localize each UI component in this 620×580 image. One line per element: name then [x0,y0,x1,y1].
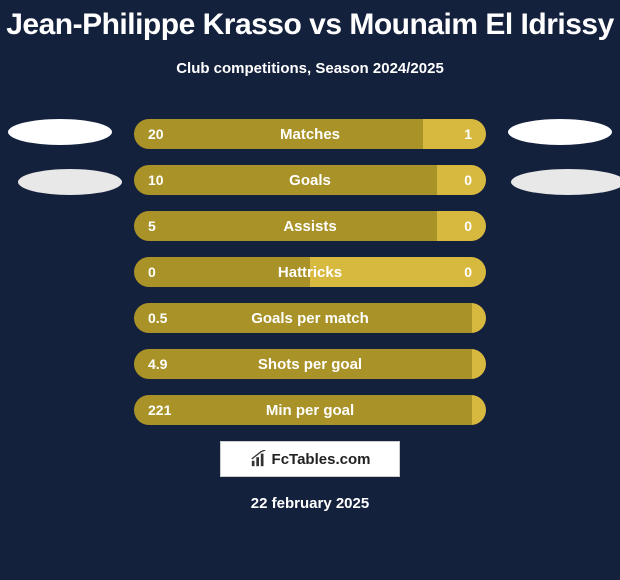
stat-right-segment [472,349,486,379]
subtitle: Club competitions, Season 2024/2025 [0,60,620,77]
stat-row: 221Min per goal [134,395,486,425]
date-label: 22 february 2025 [0,495,620,512]
player-right-photo-1 [508,119,612,145]
stat-left-segment: 0.5 [134,303,472,333]
stat-left-segment: 221 [134,395,472,425]
stat-right-value: 1 [464,126,472,142]
source-logo: FcTables.com [220,441,400,477]
stat-row: 0.5Goals per match [134,303,486,333]
stat-row: 00Hattricks [134,257,486,287]
stat-right-segment [472,303,486,333]
stat-row: 4.9Shots per goal [134,349,486,379]
stat-row: 50Assists [134,211,486,241]
stat-left-value: 0.5 [148,310,167,326]
stat-left-value: 221 [148,402,171,418]
stat-row: 201Matches [134,119,486,149]
stat-right-segment: 0 [310,257,486,287]
player-right-photo-2 [511,169,620,195]
stat-left-value: 0 [148,264,156,280]
stat-left-value: 10 [148,172,164,188]
chart-icon [250,450,268,468]
stat-left-value: 5 [148,218,156,234]
stat-right-segment: 1 [423,119,486,149]
stat-left-segment: 10 [134,165,437,195]
stat-right-value: 0 [464,172,472,188]
stat-right-segment: 0 [437,211,486,241]
stat-left-segment: 5 [134,211,437,241]
stat-left-segment: 4.9 [134,349,472,379]
comparison-chart: 201Matches100Goals50Assists00Hattricks0.… [0,119,620,425]
stat-left-value: 4.9 [148,356,167,372]
stat-right-segment [472,395,486,425]
stat-right-segment: 0 [437,165,486,195]
stat-left-value: 20 [148,126,164,142]
stat-right-value: 0 [464,264,472,280]
stat-rows: 201Matches100Goals50Assists00Hattricks0.… [134,119,486,425]
player-left-photo-1 [8,119,112,145]
page-title: Jean-Philippe Krasso vs Mounaim El Idris… [0,0,620,42]
stat-left-segment: 0 [134,257,310,287]
player-left-photo-2 [18,169,122,195]
logo-text: FcTables.com [272,451,371,468]
stat-right-value: 0 [464,218,472,234]
stat-row: 100Goals [134,165,486,195]
stat-left-segment: 20 [134,119,423,149]
